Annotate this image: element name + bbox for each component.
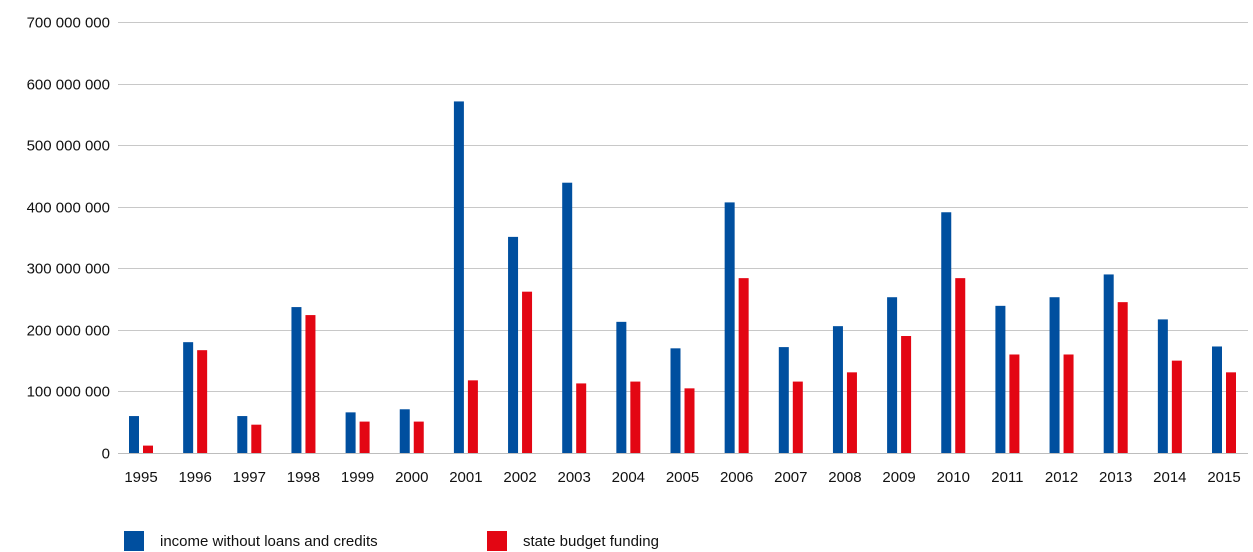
x-tick-label: 2003 bbox=[558, 469, 591, 486]
bar-income-1999 bbox=[345, 412, 356, 453]
bar-income-2001 bbox=[453, 101, 464, 454]
x-tick-label: 1995 bbox=[124, 469, 157, 486]
x-tick-label: 2013 bbox=[1099, 469, 1132, 486]
y-tick-label: 200 000 000 bbox=[27, 323, 110, 340]
bar-income-2004 bbox=[616, 321, 627, 453]
bar-state-budget-2011 bbox=[1009, 354, 1020, 453]
bar-state-budget-1999 bbox=[359, 421, 370, 453]
legend-label-income: income without loans and credits bbox=[160, 533, 378, 550]
bar-state-budget-2013 bbox=[1117, 302, 1128, 453]
x-tick-label: 2002 bbox=[503, 469, 536, 486]
bar-income-1997 bbox=[237, 416, 248, 453]
bar-income-2002 bbox=[508, 236, 519, 453]
y-axis-tick-labels: 0 100 000 000 200 000 000 300 000 000 400 00… bbox=[27, 15, 110, 463]
y-tick-label: 0 bbox=[102, 446, 110, 463]
y-tick-label: 300 000 000 bbox=[27, 261, 110, 278]
bar-income-2007 bbox=[778, 347, 789, 453]
gridlines bbox=[118, 22, 1248, 454]
bar-income-2014 bbox=[1157, 319, 1168, 453]
bar-state-budget-2015 bbox=[1226, 372, 1236, 453]
bar-income-1996 bbox=[183, 342, 194, 453]
x-tick-label: 1998 bbox=[287, 469, 320, 486]
bar-state-budget-2004 bbox=[630, 381, 641, 453]
y-tick-label: 400 000 000 bbox=[27, 200, 110, 217]
bar-income-2009 bbox=[887, 297, 898, 453]
y-tick-label: 500 000 000 bbox=[27, 138, 110, 155]
bar-state-budget-2005 bbox=[684, 388, 695, 453]
bar-income-2013 bbox=[1103, 274, 1114, 453]
bar-income-2015 bbox=[1212, 346, 1222, 453]
x-tick-label: 2005 bbox=[666, 469, 699, 486]
bar-state-budget-2007 bbox=[792, 381, 803, 453]
x-tick-label: 2008 bbox=[828, 469, 861, 486]
bar-state-budget-1997 bbox=[251, 424, 262, 453]
bar-state-budget-2006 bbox=[738, 278, 749, 453]
bar-income-2011 bbox=[995, 305, 1006, 453]
legend-label-state-budget: state budget funding bbox=[523, 533, 659, 550]
bar-income-2010 bbox=[941, 212, 952, 453]
bar-state-budget-2014 bbox=[1171, 360, 1182, 453]
x-tick-label: 2014 bbox=[1153, 469, 1186, 486]
bar-state-budget-2002 bbox=[522, 291, 533, 453]
x-tick-label: 2009 bbox=[882, 469, 915, 486]
bar-state-budget-2012 bbox=[1063, 354, 1074, 453]
x-tick-label: 1996 bbox=[178, 469, 211, 486]
legend-swatch-income bbox=[124, 531, 144, 551]
bar-income-2012 bbox=[1049, 297, 1060, 453]
y-tick-label: 600 000 000 bbox=[27, 77, 110, 94]
x-tick-label: 2010 bbox=[937, 469, 970, 486]
x-tick-label: 2012 bbox=[1045, 469, 1078, 486]
legend-swatch-state-budget bbox=[487, 531, 507, 551]
y-tick-label: 700 000 000 bbox=[27, 15, 110, 32]
x-axis-tick-labels: 1995 1996 1997 1998 1999 2000 2001 2002 2003 2004… bbox=[124, 469, 1240, 486]
bars bbox=[129, 101, 1236, 454]
bar-state-budget-2003 bbox=[576, 383, 587, 453]
bar-state-budget-2001 bbox=[467, 380, 478, 453]
x-tick-label: 2015 bbox=[1207, 469, 1240, 486]
bar-state-budget-1996 bbox=[197, 350, 208, 453]
bar-income-1998 bbox=[291, 307, 302, 453]
bar-income-2008 bbox=[832, 326, 843, 453]
x-tick-label: 1997 bbox=[233, 469, 266, 486]
x-tick-label: 2011 bbox=[991, 469, 1023, 486]
legend: income without loans and credits state bu… bbox=[124, 531, 659, 551]
bar-state-budget-1995 bbox=[143, 445, 153, 453]
bar-income-2006 bbox=[724, 202, 735, 453]
x-tick-label: 2004 bbox=[612, 469, 645, 486]
bar-state-budget-2000 bbox=[413, 421, 424, 453]
x-tick-label: 2000 bbox=[395, 469, 428, 486]
bar-state-budget-2009 bbox=[901, 336, 912, 453]
bar-state-budget-2010 bbox=[955, 278, 966, 453]
y-tick-label: 100 000 000 bbox=[27, 384, 110, 401]
bar-state-budget-1998 bbox=[305, 315, 316, 453]
bar-state-budget-2008 bbox=[846, 372, 857, 453]
bar-income-2003 bbox=[562, 182, 573, 453]
x-tick-label: 2006 bbox=[720, 469, 753, 486]
bar-income-2000 bbox=[399, 409, 410, 453]
x-tick-label: 1999 bbox=[341, 469, 374, 486]
bar-income-1995 bbox=[129, 416, 139, 453]
bar-income-2005 bbox=[670, 348, 681, 453]
x-tick-label: 2007 bbox=[774, 469, 807, 486]
x-tick-label: 2001 bbox=[449, 469, 482, 486]
